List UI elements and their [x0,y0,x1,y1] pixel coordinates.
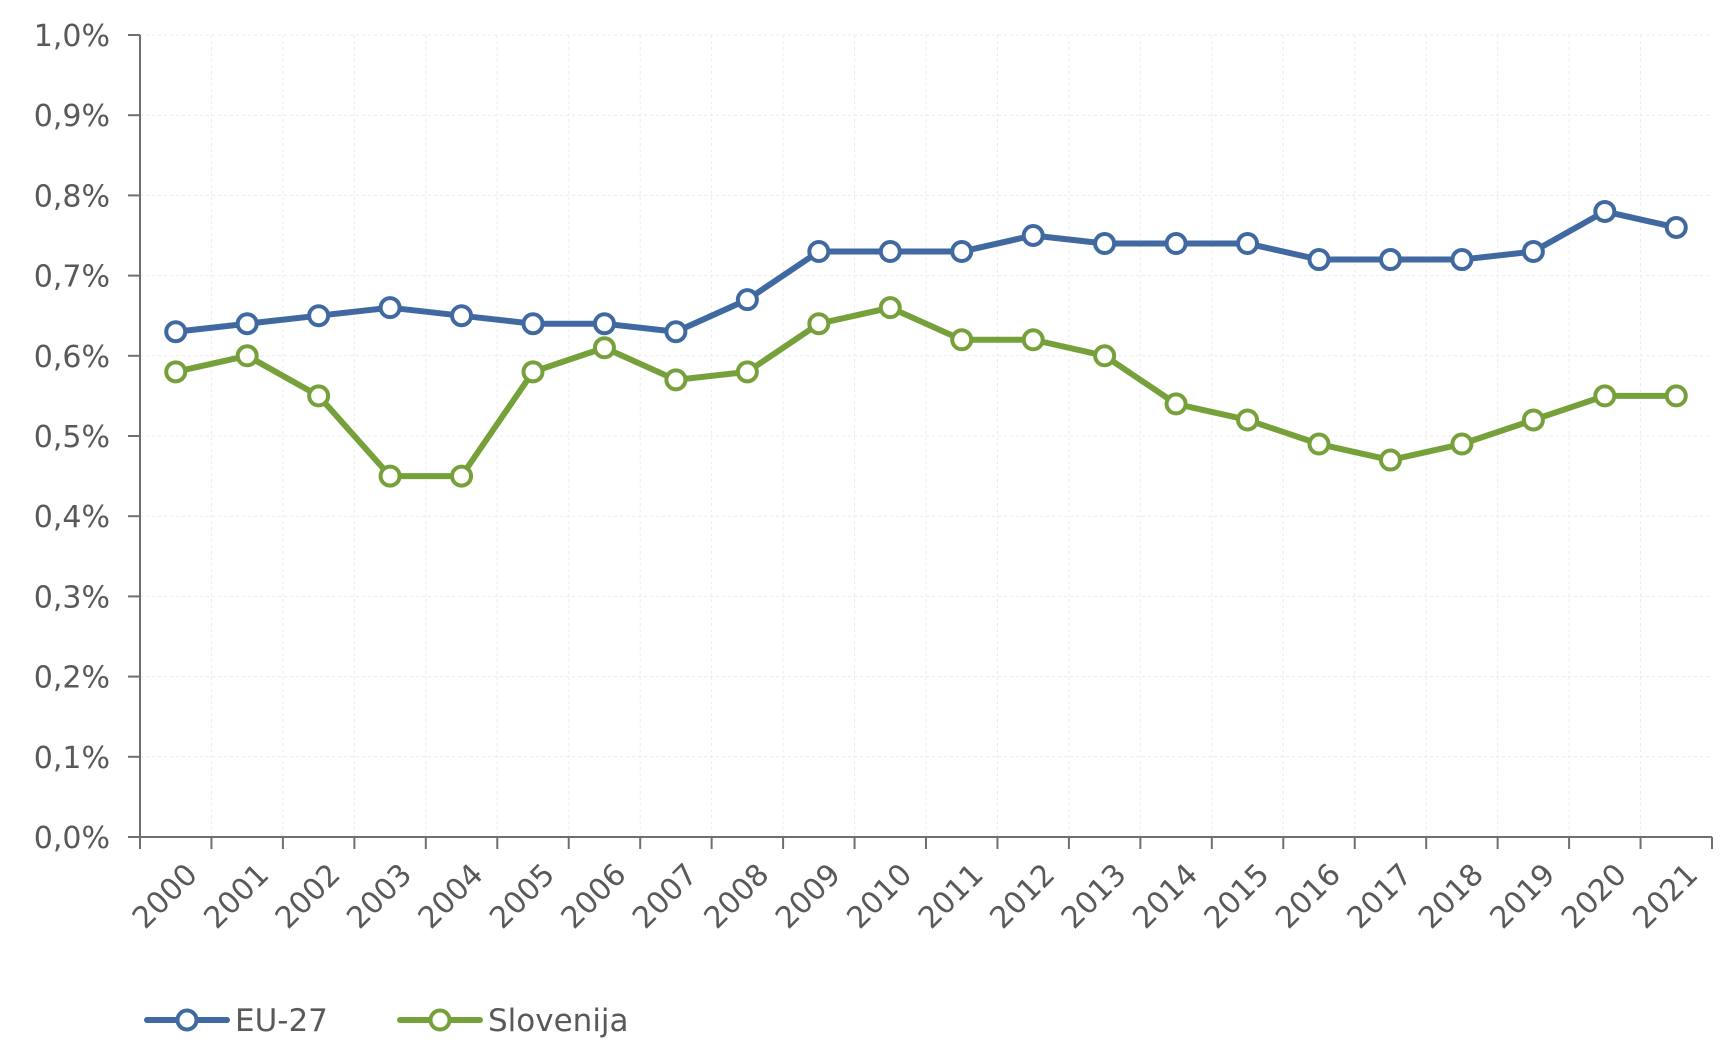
data-point [1164,232,1188,256]
y-tick-label: 0,2% [34,661,110,696]
legend-marker [428,1008,452,1032]
y-tick-label: 0,1% [34,741,110,776]
data-point [307,384,331,408]
x-tick-label: 2004 [412,857,491,936]
data-point [664,320,688,344]
x-tick-label: 2003 [340,857,419,936]
data-point [1521,240,1545,264]
x-tick-label: 2015 [1198,857,1277,936]
data-point [1378,448,1402,472]
y-tick-label: 0,4% [34,500,110,535]
data-point [664,368,688,392]
data-point [1378,248,1402,272]
legend: EU-27 Slovenija [144,1003,629,1039]
data-point [1164,392,1188,416]
y-tick-label: 0,0% [34,821,110,856]
data-point [1236,408,1260,432]
data-point [1021,224,1045,247]
data-point [450,304,474,328]
data-point [235,344,259,368]
data-point [521,360,545,384]
data-point [521,312,545,336]
y-tick-label: 0,5% [34,420,110,455]
data-point [378,464,402,488]
data-point [950,240,974,264]
grid [140,34,1712,837]
x-tick-label: 2018 [1412,857,1491,936]
x-tick-label: 2014 [1126,857,1205,936]
data-point [807,312,831,336]
data-point [878,296,902,320]
x-tick-label: 2001 [197,857,276,936]
legend-item: EU-27 [144,1003,328,1039]
y-tick-label: 1,0% [34,19,110,54]
data-point [1521,408,1545,432]
y-tick-label: 0,7% [34,260,110,295]
axes: 0,0% 0,1% 0,2% 0,3% 0,4% 0,5% 0,6% 0,7% 0,8% 0,9%… [34,19,1713,936]
data-point [1093,344,1117,368]
series-group [164,199,1688,488]
data-point [1307,248,1331,272]
data-point [950,328,974,352]
x-tick-label: 2012 [983,857,1062,936]
series-0 [164,199,1688,344]
data-point [450,464,474,488]
x-tick-label: 2008 [698,857,777,936]
series-line [172,304,1680,480]
series-line [172,208,1680,335]
legend-item: Slovenija [397,1003,629,1039]
x-tick-label: 2011 [912,857,991,936]
y-tick-label: 0,8% [34,179,110,214]
legend-marker [175,1008,199,1032]
data-point [735,360,759,384]
x-tick-label: 2016 [1269,857,1348,936]
y-tick-label: 0,9% [34,99,110,134]
data-point [164,360,188,384]
x-tick-label: 2000 [126,857,205,936]
x-tick-label: 2009 [769,857,848,936]
series-1 [164,296,1688,488]
x-tick-label: 2021 [1626,857,1705,936]
y-tick-label: 0,3% [34,580,110,615]
x-tick-label: 2007 [626,857,705,936]
data-point [378,296,402,320]
data-point [592,336,616,360]
legend-label: EU-27 [235,1003,328,1039]
data-point [878,240,902,264]
y-tick-label: 0,6% [34,340,110,375]
x-tick-label: 2002 [269,857,348,936]
data-point [1021,328,1045,352]
data-point [1664,215,1688,239]
x-tick-label: 2005 [483,857,562,936]
data-point [307,304,331,328]
data-point [735,288,759,312]
data-point [1664,384,1688,408]
x-tick-label: 2019 [1484,857,1563,936]
data-point [1450,432,1474,456]
x-tick-label: 2020 [1555,857,1634,936]
data-point [1593,199,1617,223]
data-point [1593,384,1617,408]
x-tick-label: 2013 [1055,857,1134,936]
data-point [235,312,259,336]
data-point [1450,248,1474,272]
legend-label: Slovenija [488,1003,629,1039]
x-tick-label: 2017 [1341,857,1420,936]
x-tick-label: 2006 [555,857,634,936]
x-tick-label: 2010 [840,857,919,936]
data-point [807,240,831,264]
data-point [1236,232,1260,256]
data-point [1307,432,1331,456]
data-point [164,320,188,344]
data-point [592,312,616,336]
data-point [1093,232,1117,256]
